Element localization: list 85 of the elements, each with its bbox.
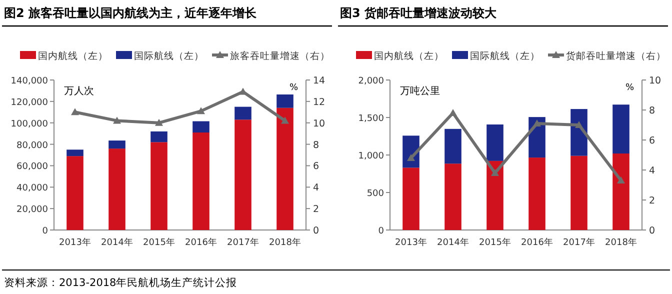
y-tick-label: 2,000 xyxy=(358,76,384,86)
legend-label: 国内航线（左） xyxy=(374,50,444,62)
y2-tick-label: 6 xyxy=(313,161,320,172)
y-tick-label: 120,000 xyxy=(10,98,48,108)
bar xyxy=(108,148,126,230)
x-tick-label: 2016年 xyxy=(521,237,553,248)
x-tick-label: 2013年 xyxy=(59,237,91,248)
y-tick-label: 500 xyxy=(366,189,384,199)
y2-tick-label: 2 xyxy=(649,196,656,206)
y2-tick-label: 0 xyxy=(313,226,320,236)
y2-tick-label: 10 xyxy=(313,118,326,130)
x-tick-label: 2015年 xyxy=(143,237,175,248)
y-tick-label: 20,000 xyxy=(16,205,48,216)
y-axis-title: 万人次 xyxy=(64,86,94,97)
bar xyxy=(402,168,420,230)
bar xyxy=(444,164,462,230)
y2-tick-label: 8 xyxy=(649,106,656,116)
point xyxy=(533,120,541,126)
y-tick-label: 1,500 xyxy=(358,114,384,124)
point xyxy=(155,118,163,126)
bar xyxy=(150,131,168,142)
y2-tick-label: 8 xyxy=(313,140,320,151)
x-tick-label: 2015年 xyxy=(479,237,511,248)
y-tick-label: 60,000 xyxy=(16,162,48,172)
bar xyxy=(486,124,504,161)
x-tick-label: 2013年 xyxy=(395,237,427,248)
y-tick-label: 1,000 xyxy=(358,152,384,162)
point xyxy=(575,121,583,128)
y2-axis-title: % xyxy=(625,83,634,93)
bar xyxy=(612,154,630,230)
bar xyxy=(570,156,588,230)
point xyxy=(407,154,415,161)
bar xyxy=(234,120,252,230)
bar xyxy=(444,128,462,164)
y-tick-label: 0 xyxy=(378,226,384,236)
y2-tick-label: 10 xyxy=(649,76,662,86)
y-axis-title: 万吨公里 xyxy=(400,85,440,97)
y-tick-label: 140,000 xyxy=(10,76,48,86)
y2-tick-label: 14 xyxy=(313,76,326,86)
x-tick-label: 2017年 xyxy=(227,237,259,248)
legend-label: 国际航线（左） xyxy=(470,50,540,62)
chart-title: 图2 旅客吞吐量以国内航线为主，近年逐年增长 xyxy=(4,6,258,20)
bar xyxy=(276,94,294,108)
point xyxy=(197,107,205,114)
chart-title: 图3 货邮吞吐量增速波动较大 xyxy=(340,6,498,20)
x-tick-label: 2016年 xyxy=(185,237,217,248)
y2-tick-label: 4 xyxy=(649,166,656,176)
y2-tick-label: 12 xyxy=(313,96,326,108)
bar xyxy=(66,150,84,156)
y2-tick-label: 6 xyxy=(649,136,656,146)
bar xyxy=(528,158,546,230)
x-tick-label: 2014年 xyxy=(437,237,469,248)
legend-label: 旅客吞吐量增速（右） xyxy=(230,50,330,62)
point xyxy=(71,108,79,116)
point xyxy=(281,116,289,124)
y2-tick-label: 0 xyxy=(649,226,656,236)
y2-axis-title: % xyxy=(289,83,298,93)
y2-tick-label: 2 xyxy=(313,204,320,216)
legend-label: 国内航线（左） xyxy=(38,50,108,62)
bar xyxy=(234,106,252,120)
legend-label: 货邮吞吐量增速（右） xyxy=(566,50,666,62)
bar xyxy=(486,160,504,230)
bar xyxy=(192,132,210,230)
bar xyxy=(66,156,84,230)
point xyxy=(617,176,625,184)
y-tick-label: 40,000 xyxy=(16,184,48,194)
y-tick-label: 80,000 xyxy=(16,140,48,151)
bar xyxy=(192,121,210,132)
legend-label: 国际航线（左） xyxy=(134,50,204,62)
y-tick-label: 0 xyxy=(42,226,48,236)
point xyxy=(449,109,457,116)
point xyxy=(113,116,121,124)
bar xyxy=(570,109,588,156)
bar xyxy=(276,108,294,230)
text: 资料来源：2013-2018年民航机场生产统计公报 xyxy=(4,276,238,289)
bar xyxy=(612,104,630,154)
point xyxy=(491,169,499,176)
x-tick-label: 2014年 xyxy=(101,237,133,248)
y2-tick-label: 4 xyxy=(313,182,320,194)
y-tick-label: 100,000 xyxy=(10,119,48,130)
x-tick-label: 2018年 xyxy=(269,237,301,248)
bar xyxy=(108,140,126,149)
x-tick-label: 2017年 xyxy=(563,237,595,248)
bar xyxy=(150,142,168,230)
x-tick-label: 2018年 xyxy=(605,237,637,248)
